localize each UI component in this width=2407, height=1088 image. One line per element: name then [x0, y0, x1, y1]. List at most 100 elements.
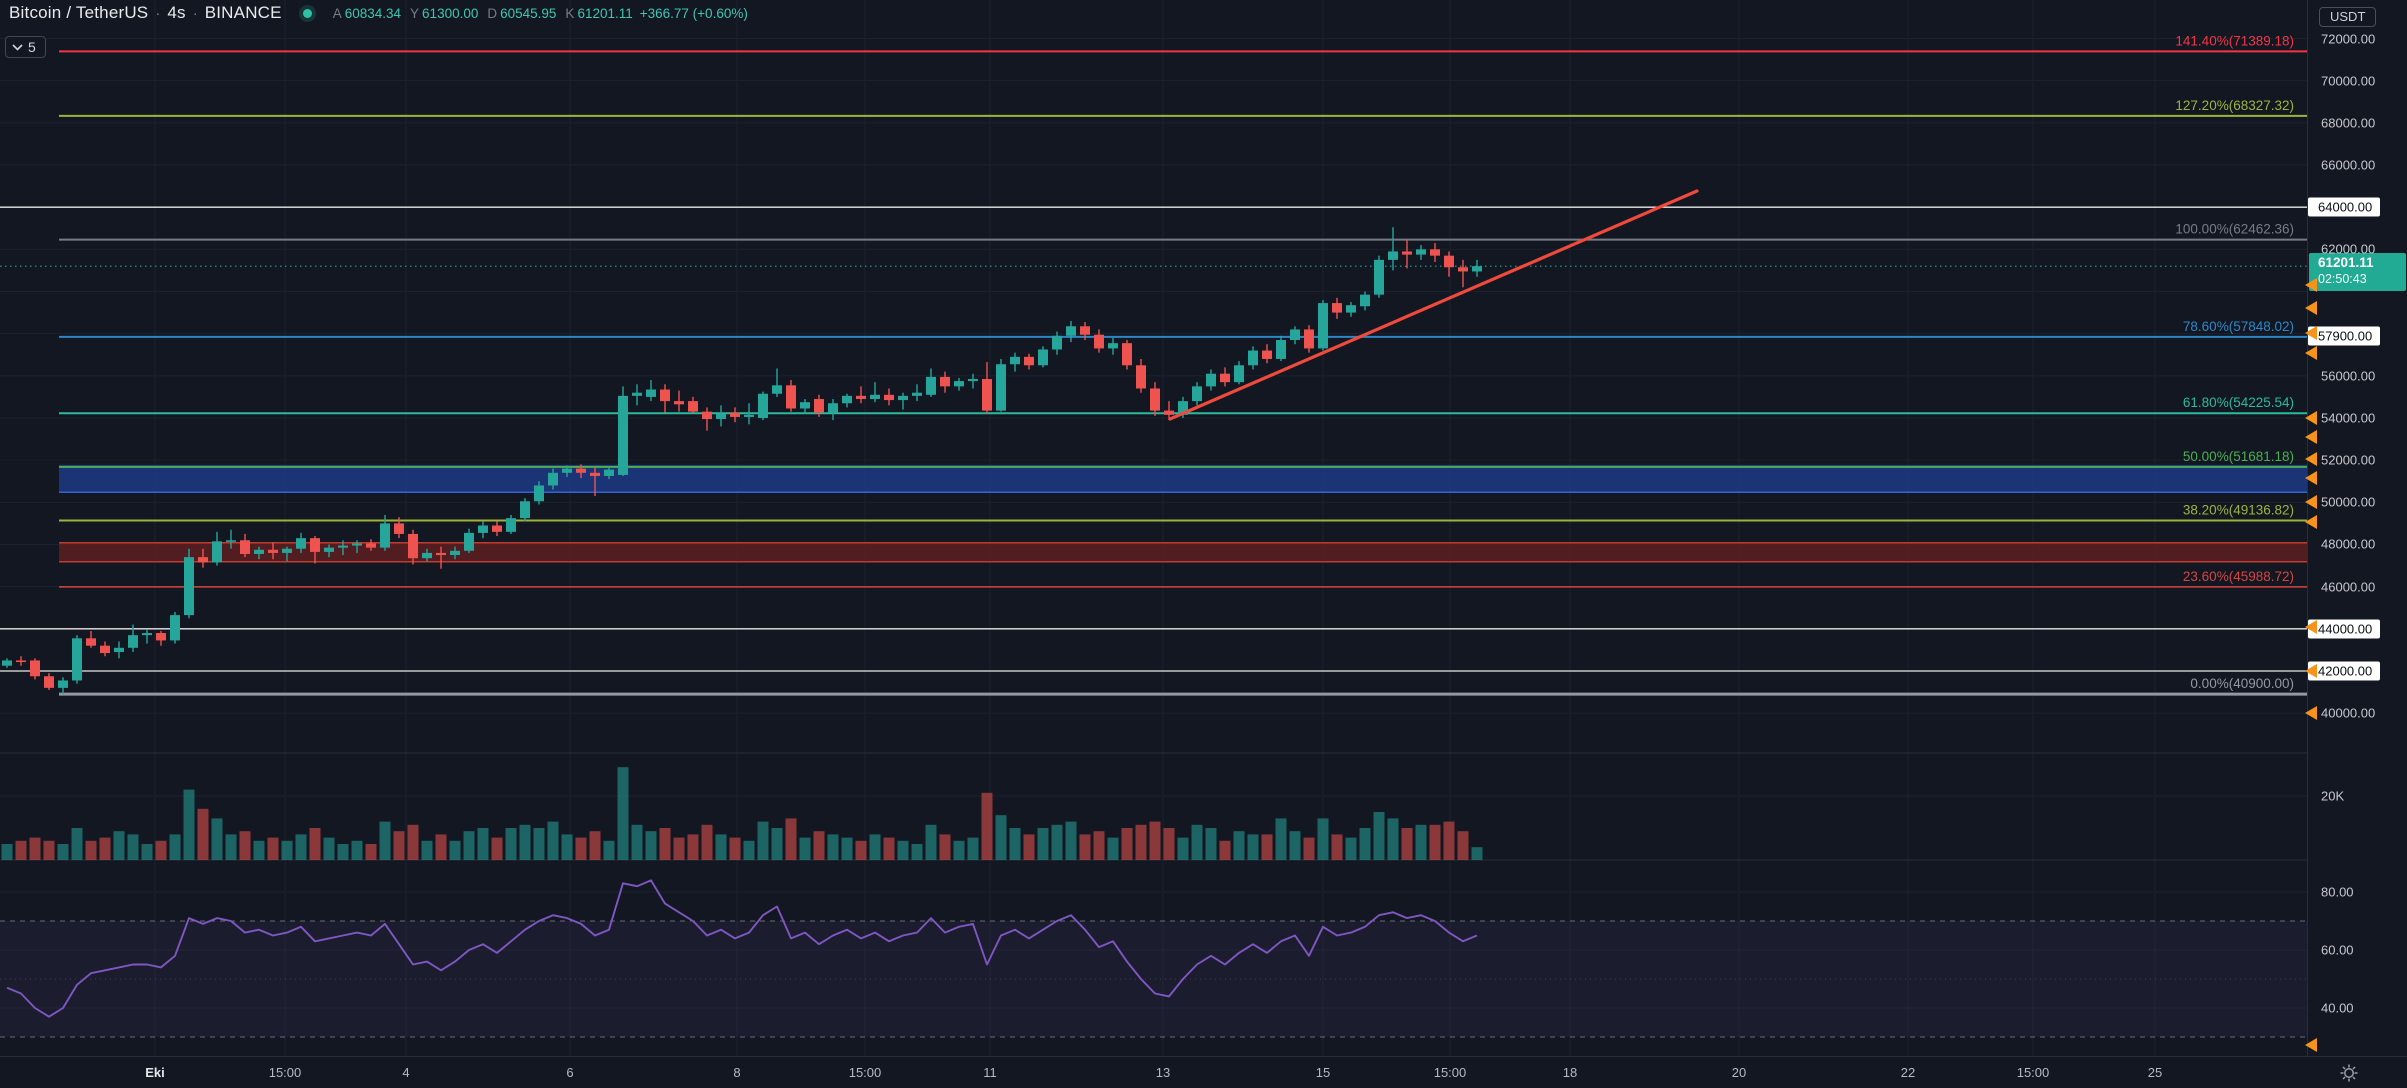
volume-bar — [1093, 831, 1105, 860]
candle-body — [996, 364, 1006, 411]
volume-bar — [281, 840, 293, 860]
candle-body — [310, 538, 320, 552]
blue-zone[interactable] — [59, 464, 2307, 493]
candle-body — [142, 633, 152, 636]
candle-body — [828, 403, 838, 413]
volume-bar — [757, 821, 769, 860]
volume-bar — [155, 840, 167, 860]
volume-bar — [1037, 828, 1049, 860]
candle-body — [58, 680, 68, 688]
candle-body — [1402, 251, 1412, 255]
alert-arrow-icon[interactable] — [2305, 471, 2317, 485]
volume-bar — [141, 844, 153, 860]
candle-body — [366, 543, 376, 548]
alert-arrow-icon[interactable] — [2305, 664, 2317, 678]
candle-body — [114, 647, 124, 653]
alert-arrow-icon[interactable] — [2305, 278, 2317, 292]
interval-label[interactable]: 4s — [167, 3, 186, 22]
fib-label[interactable]: 38.20%(49136.82) — [2183, 503, 2294, 518]
candle-body — [660, 389, 670, 402]
candle-body — [1304, 329, 1314, 349]
time-tick: 25 — [2147, 1065, 2163, 1080]
alert-price-label[interactable]: 64000.00 — [2308, 197, 2381, 217]
candle-body — [450, 550, 460, 556]
price-tick: 54000.00 — [2321, 410, 2376, 426]
price-tick: 70000.00 — [2321, 73, 2376, 89]
candle-body — [464, 532, 474, 551]
candle-body — [954, 381, 964, 387]
alert-price-label[interactable]: 42000.00 — [2308, 661, 2381, 681]
volume-bar — [505, 828, 517, 860]
alert-arrow-icon[interactable] — [2305, 515, 2317, 529]
fib-label[interactable]: 141.40%(71389.18) — [2175, 33, 2294, 48]
time-axis[interactable]: Eki 15:00 4 6 8 15:00 11 13 15 15:00 18 20 22 15:00 25 — [0, 1056, 2407, 1088]
currency-toggle-button[interactable]: USDT — [2319, 7, 2377, 27]
fib-label[interactable]: 23.60%(45988.72) — [2183, 569, 2294, 584]
last-price-value: 61201.11 — [2318, 255, 2374, 271]
alert-arrow-icon[interactable] — [2305, 620, 2317, 634]
candle-body — [296, 538, 306, 549]
candle-body — [1430, 249, 1440, 256]
price-axis[interactable]: USDT 61201.11 02:50:43 72000.00 70000.00 6… — [2305, 0, 2407, 1056]
alert-arrow-icon[interactable] — [2305, 706, 2317, 720]
candle-body — [408, 533, 418, 559]
volume-tick: 20K — [2321, 788, 2345, 804]
candle-body — [1010, 356, 1020, 365]
candle-body — [1052, 335, 1062, 350]
volume-bar — [925, 824, 937, 860]
candle-body — [254, 549, 264, 554]
candle-body — [702, 411, 712, 420]
alert-arrow-icon[interactable] — [2305, 430, 2317, 444]
chart-canvas[interactable]: 141.40%(71389.18) 127.20%(68327.32) 100.00… — [0, 0, 2307, 1056]
alert-arrow-icon[interactable] — [2305, 411, 2317, 425]
volume-bar — [897, 840, 909, 860]
alert-arrow-icon[interactable] — [2305, 452, 2317, 466]
alert-price-label[interactable]: 44000.00 — [2308, 619, 2381, 639]
candle-body — [926, 376, 936, 395]
candle-body — [674, 401, 684, 405]
fib-label[interactable]: 100.00%(62462.36) — [2175, 222, 2294, 237]
bar-countdown: 02:50:43 — [2318, 272, 2367, 287]
ohlc-key: Y — [410, 5, 420, 21]
fib-label[interactable]: 50.00%(51681.18) — [2183, 449, 2294, 464]
trendline[interactable] — [1168, 189, 1699, 421]
volume-bar — [463, 831, 475, 860]
market-status-dot-icon[interactable] — [302, 8, 312, 18]
fib-label[interactable]: 61.80%(54225.54) — [2183, 395, 2294, 410]
candle-body — [394, 523, 404, 534]
symbol-title[interactable]: Bitcoin / TetherUS — [9, 3, 149, 22]
volume-bar — [743, 840, 755, 860]
time-tick: 20 — [1731, 1065, 1747, 1080]
volume-bar — [127, 834, 139, 860]
volume-bar — [533, 828, 545, 860]
fib-label[interactable]: 0.00%(40900.00) — [2190, 676, 2294, 691]
volume-bar — [1429, 824, 1441, 860]
fib-label[interactable]: 127.20%(68327.32) — [2175, 98, 2294, 113]
volume-bar — [365, 844, 377, 860]
alert-arrow-icon[interactable] — [2305, 495, 2317, 509]
candle-body — [716, 413, 726, 420]
alert-arrow-icon[interactable] — [2305, 346, 2317, 360]
volume-bar — [239, 831, 251, 860]
alert-arrow-icon[interactable] — [2305, 326, 2317, 340]
alert-arrow-icon[interactable] — [2305, 1038, 2317, 1052]
candle-body — [1038, 349, 1048, 366]
volume-bar — [309, 828, 321, 860]
legend-separator: · — [155, 4, 161, 22]
volume-bar — [673, 837, 685, 860]
red-zone[interactable] — [59, 542, 2307, 562]
exchange-label[interactable]: BINANCE — [204, 3, 282, 22]
alert-price-label[interactable]: 57900.00 — [2308, 326, 2381, 346]
rsi-tick: 80.00 — [2321, 884, 2354, 900]
volume-bar — [295, 834, 307, 860]
candle-body — [212, 541, 222, 563]
candle-body — [898, 395, 908, 401]
fib-label[interactable]: 78.60%(57848.02) — [2183, 319, 2294, 334]
price-tick: 50000.00 — [2321, 494, 2376, 510]
indicators-collapse-button[interactable]: 5 — [5, 36, 46, 58]
volume-bar — [1373, 812, 1385, 860]
volume-bar — [1205, 828, 1217, 860]
volume-bar — [1177, 837, 1189, 860]
alert-arrow-icon[interactable] — [2305, 301, 2317, 315]
settings-gear-icon[interactable] — [2338, 1062, 2360, 1088]
